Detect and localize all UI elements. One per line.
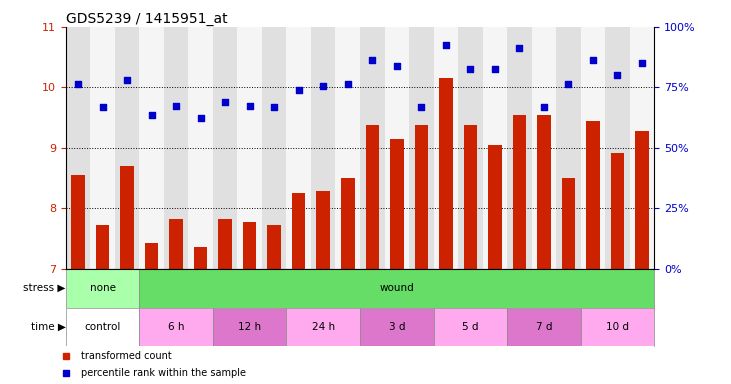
Bar [635,131,648,269]
Bar [311,27,336,269]
Bar [580,27,605,269]
Bar [194,247,208,269]
Bar [488,145,501,269]
Point [391,63,403,69]
Bar [409,27,433,269]
Bar [66,308,140,346]
Bar [238,27,262,269]
Bar [366,125,379,269]
Bar [91,27,115,269]
Bar [385,27,409,269]
Bar [164,27,189,269]
Bar [580,308,654,346]
Bar [72,175,85,269]
Bar [341,178,355,269]
Text: wound: wound [379,283,414,293]
Bar [66,27,91,269]
Text: stress ▶: stress ▶ [23,283,66,293]
Text: 24 h: 24 h [311,322,335,332]
Bar [287,308,360,346]
Bar [140,308,213,346]
Bar [243,222,257,269]
Bar [317,191,330,269]
Point [121,77,133,83]
Bar [287,27,311,269]
Bar [292,193,306,269]
Point [72,81,84,88]
Point [317,83,329,89]
Bar [561,178,575,269]
Bar [360,27,385,269]
Text: 3 d: 3 d [389,322,405,332]
Bar [556,27,580,269]
Point [538,104,550,110]
Bar [360,308,433,346]
Point [219,99,231,106]
Bar [414,125,428,269]
Point [563,81,575,88]
Bar [433,27,458,269]
Bar [439,78,452,269]
Text: 10 d: 10 d [606,322,629,332]
Bar [189,27,213,269]
Point [96,104,108,110]
Point [636,60,648,66]
Bar [213,27,238,269]
Bar [268,225,281,269]
Point [440,42,452,48]
Bar [213,308,287,346]
Text: transformed count: transformed count [80,351,171,361]
Point [268,104,280,110]
Bar [140,27,164,269]
Bar [463,125,477,269]
Bar [586,121,599,269]
Point [342,81,354,88]
Bar [629,27,654,269]
Point [587,57,599,63]
Bar [507,308,580,346]
Bar [507,27,531,269]
Text: control: control [84,322,121,332]
Point [366,57,378,63]
Point [293,87,305,93]
Point [489,66,501,72]
Point [415,104,427,110]
Bar [170,218,183,269]
Point [514,45,526,51]
Text: time ▶: time ▶ [31,322,66,332]
Bar [433,308,507,346]
Text: none: none [90,283,115,293]
Text: 5 d: 5 d [462,322,479,332]
Point [244,103,256,109]
Bar [482,27,507,269]
Bar [537,114,550,269]
Point [612,72,624,78]
Bar [390,139,404,269]
Bar [66,269,140,308]
Text: 12 h: 12 h [238,322,261,332]
Point [145,111,157,118]
Bar [121,166,134,269]
Text: 7 d: 7 d [536,322,552,332]
Text: GDS5239 / 1415951_at: GDS5239 / 1415951_at [66,12,227,26]
Bar [96,225,110,269]
Bar [219,219,232,269]
Bar [610,153,624,269]
Text: 6 h: 6 h [168,322,184,332]
Bar [605,27,629,269]
Text: percentile rank within the sample: percentile rank within the sample [80,368,246,378]
Bar [145,243,159,269]
Bar [115,27,140,269]
Bar [458,27,482,269]
Bar [336,27,360,269]
Point [194,114,206,121]
Bar [531,27,556,269]
Bar [512,114,526,269]
Bar [262,27,287,269]
Bar [140,269,654,308]
Point [464,66,476,72]
Point [170,103,182,109]
